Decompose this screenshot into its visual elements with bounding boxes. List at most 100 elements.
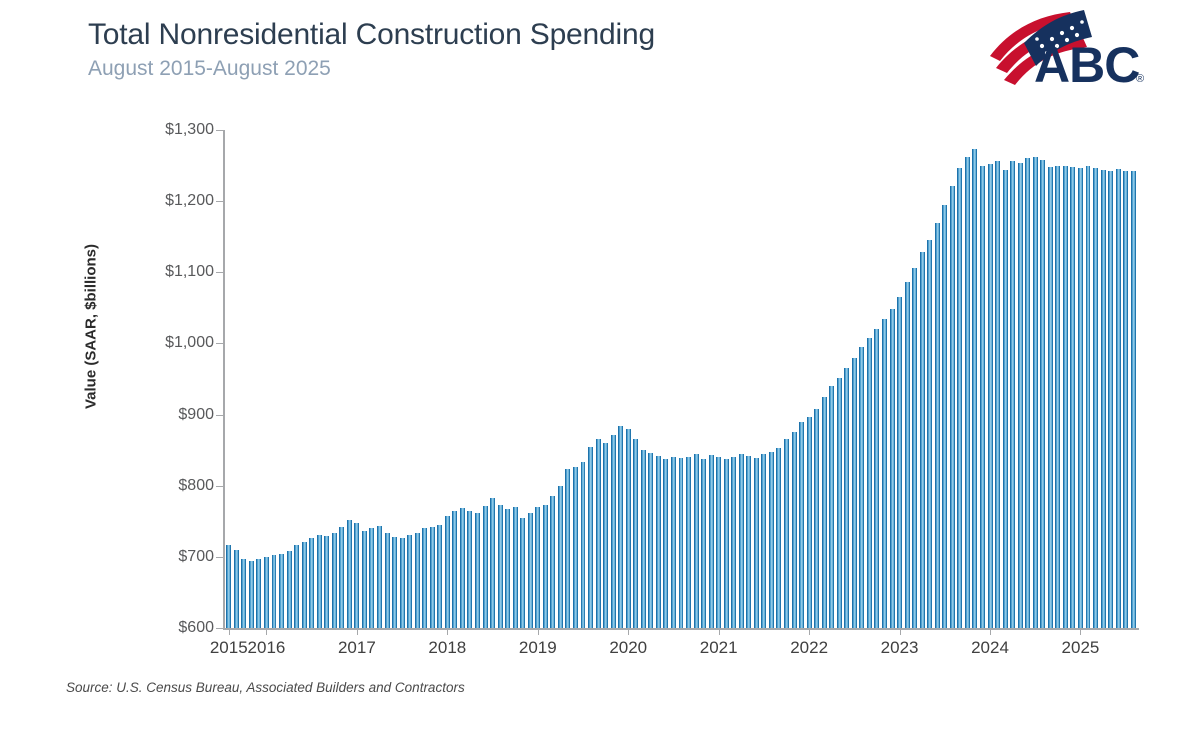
bar <box>414 532 420 628</box>
bar <box>263 556 269 628</box>
bar <box>467 511 473 628</box>
bar <box>1017 162 1023 628</box>
bar <box>1047 167 1053 628</box>
bar <box>354 522 360 628</box>
bar <box>520 518 526 628</box>
bar <box>437 524 443 628</box>
bar <box>286 551 292 628</box>
bar <box>497 504 503 628</box>
x-axis-tick-label: 2018 <box>428 638 467 657</box>
bar <box>655 455 661 628</box>
bar <box>1070 167 1076 628</box>
page-title: Total Nonresidential Construction Spendi… <box>88 18 655 51</box>
bar <box>904 281 910 628</box>
bar <box>1032 157 1038 628</box>
bar <box>633 438 639 628</box>
svg-text:®: ® <box>1136 73 1144 85</box>
bar <box>799 422 805 628</box>
chart-header: Total Nonresidential Construction Spendi… <box>88 18 948 81</box>
bar <box>1115 169 1121 628</box>
bar <box>324 535 330 628</box>
y-axis-tick-mark <box>216 130 223 131</box>
bar <box>1077 168 1083 628</box>
bar <box>806 416 812 628</box>
x-axis-tick-label: 2023 <box>880 638 919 657</box>
y-axis-tick-mark <box>216 272 223 274</box>
bar <box>490 497 496 628</box>
x-axis-tick-label: 2016 <box>247 638 286 657</box>
bar <box>874 329 880 628</box>
x-axis-tick-label: 2022 <box>790 638 829 657</box>
bar <box>233 549 239 628</box>
y-axis-tick-label: $1,000 <box>165 334 214 352</box>
bar <box>346 519 352 628</box>
bar <box>987 164 993 628</box>
y-axis-tick-label: $1,200 <box>165 192 214 210</box>
abc-logo: ABC ® <box>984 4 1144 90</box>
bar <box>701 458 707 628</box>
x-axis-tick-mark <box>899 628 901 635</box>
x-axis-tick-label: 2015 <box>209 638 248 657</box>
bar <box>934 222 940 628</box>
bar <box>814 408 820 628</box>
bar <box>444 516 450 628</box>
bar <box>331 533 337 628</box>
x-axis-tick-mark <box>228 628 230 635</box>
bar <box>791 431 797 628</box>
bar <box>527 512 533 628</box>
bar <box>663 458 669 628</box>
bar <box>836 377 842 628</box>
x-axis-line <box>223 628 1139 630</box>
bar <box>1100 169 1106 628</box>
x-axis-tick-mark <box>447 628 449 635</box>
bar <box>964 157 970 628</box>
x-axis-tick-mark <box>990 628 992 635</box>
bar <box>980 165 985 628</box>
y-axis-tick-mark <box>216 556 223 558</box>
bar <box>957 168 963 628</box>
bar <box>535 507 541 628</box>
bar <box>505 509 511 628</box>
bar <box>572 466 578 628</box>
bar <box>271 555 277 628</box>
bar <box>1025 158 1031 628</box>
bar <box>949 185 955 628</box>
x-axis-tick-mark <box>628 628 630 635</box>
bar <box>625 428 631 628</box>
bar <box>316 534 322 628</box>
bar <box>723 459 729 628</box>
bar <box>603 443 609 628</box>
bar <box>942 204 948 628</box>
source-note: Source: U.S. Census Bureau, Associated B… <box>66 680 465 695</box>
x-axis-tick-label: 2019 <box>518 638 557 657</box>
bar <box>919 252 925 628</box>
bar <box>746 455 752 628</box>
bar <box>588 447 594 628</box>
bar <box>595 438 601 628</box>
bar <box>686 456 692 628</box>
y-axis-tick-label: $1,100 <box>165 263 214 281</box>
bar <box>1108 170 1114 628</box>
bar <box>248 561 254 628</box>
bar <box>618 425 624 628</box>
bar <box>550 495 556 628</box>
x-axis-tick-label: 2025 <box>1061 638 1100 657</box>
bar <box>557 485 563 628</box>
bar <box>369 528 375 628</box>
bar <box>422 528 428 628</box>
bar <box>776 448 782 628</box>
x-axis-tick-label: 2024 <box>971 638 1009 657</box>
chart-subtitle: August 2015-August 2025 <box>88 56 331 80</box>
bar <box>761 454 767 628</box>
bar <box>927 239 933 628</box>
bar <box>753 457 759 628</box>
bar <box>1010 161 1016 628</box>
y-axis-tick-label: $900 <box>178 405 214 423</box>
bar <box>399 538 405 628</box>
bar <box>1085 165 1091 628</box>
y-axis-tick-label: $700 <box>178 547 214 565</box>
bar <box>542 504 548 628</box>
bar <box>731 456 737 628</box>
